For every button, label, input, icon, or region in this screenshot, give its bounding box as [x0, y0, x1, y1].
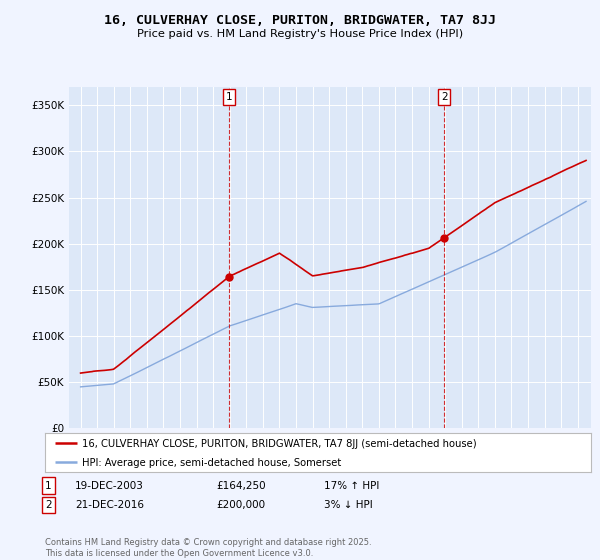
Text: 1: 1 — [45, 480, 52, 491]
Text: 1: 1 — [226, 92, 232, 102]
Text: Price paid vs. HM Land Registry's House Price Index (HPI): Price paid vs. HM Land Registry's House … — [137, 29, 463, 39]
Text: 16, CULVERHAY CLOSE, PURITON, BRIDGWATER, TA7 8JJ: 16, CULVERHAY CLOSE, PURITON, BRIDGWATER… — [104, 14, 496, 27]
Text: £200,000: £200,000 — [216, 500, 265, 510]
Text: 3% ↓ HPI: 3% ↓ HPI — [324, 500, 373, 510]
Text: 17% ↑ HPI: 17% ↑ HPI — [324, 480, 379, 491]
Text: HPI: Average price, semi-detached house, Somerset: HPI: Average price, semi-detached house,… — [82, 458, 341, 468]
Text: 16, CULVERHAY CLOSE, PURITON, BRIDGWATER, TA7 8JJ (semi-detached house): 16, CULVERHAY CLOSE, PURITON, BRIDGWATER… — [82, 439, 477, 449]
Text: 2: 2 — [45, 500, 52, 510]
Text: £164,250: £164,250 — [216, 480, 266, 491]
Text: Contains HM Land Registry data © Crown copyright and database right 2025.
This d: Contains HM Land Registry data © Crown c… — [45, 538, 371, 558]
Text: 2: 2 — [441, 92, 448, 102]
Text: 21-DEC-2016: 21-DEC-2016 — [75, 500, 144, 510]
Text: 19-DEC-2003: 19-DEC-2003 — [75, 480, 144, 491]
